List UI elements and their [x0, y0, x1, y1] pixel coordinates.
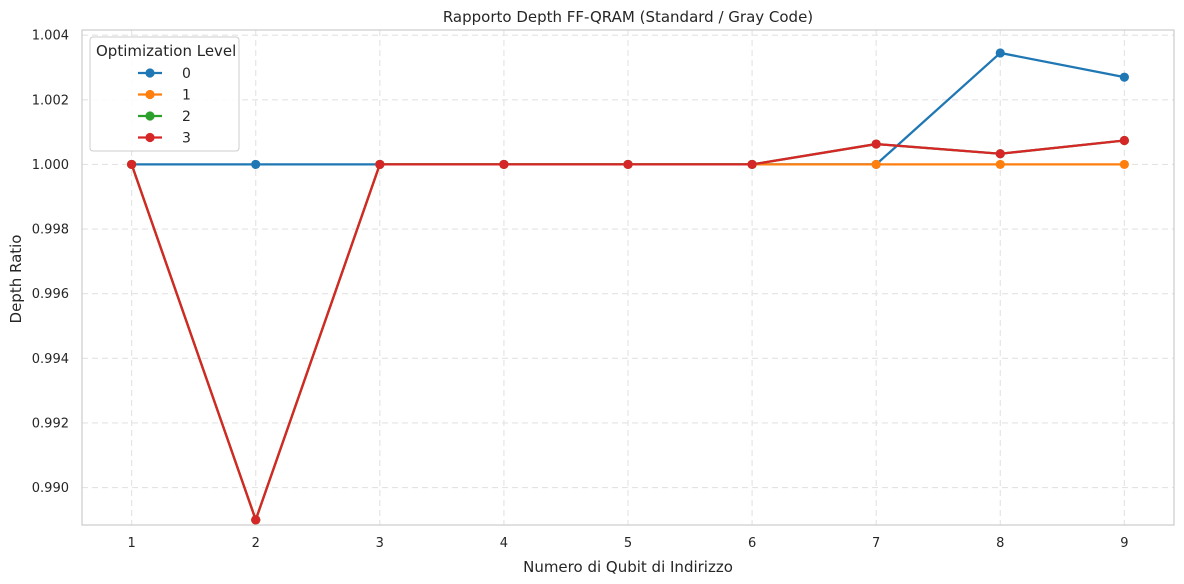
data-point: [1119, 159, 1129, 170]
legend-title: Optimization Level: [96, 42, 236, 60]
y-tick-label: 0.994: [32, 352, 69, 367]
x-tick-label: 1: [127, 536, 135, 551]
y-tick-label: 1.000: [32, 158, 69, 173]
data-point: [499, 159, 509, 170]
x-tick-label: 7: [872, 536, 880, 551]
y-tick-label: 0.992: [32, 416, 69, 431]
data-point: [1119, 135, 1129, 146]
legend-marker: [145, 111, 155, 121]
y-tick-label: 1.002: [32, 93, 69, 108]
legend-label: 1: [182, 88, 191, 104]
x-tick-label: 2: [252, 536, 260, 551]
legend-entries: 0 1 2 3: [138, 66, 191, 147]
plot-frame: [81, 29, 1175, 526]
legend-entry: 3: [138, 131, 191, 147]
data-point: [251, 515, 261, 525]
data-point: [747, 159, 757, 170]
data-point: [995, 48, 1005, 58]
legend-label: 2: [182, 109, 191, 125]
data-point: [375, 159, 385, 170]
legend: Optimization Level 0 1 2 3: [89, 36, 240, 152]
x-tick-label: 9: [1120, 536, 1128, 551]
y-tick-label: 1.004: [32, 29, 69, 44]
x-tick-label: 4: [500, 536, 508, 551]
legend-entry: 2: [138, 109, 191, 125]
legend-marker: [145, 68, 155, 78]
data-point: [995, 149, 1005, 159]
x-tick-label: 5: [624, 536, 632, 551]
legend-box: [89, 36, 240, 152]
legend-entry: 0: [138, 66, 191, 82]
grid: [82, 30, 1174, 525]
x-axis: 1 2 3 4 5 6 7 8 9: [127, 536, 1128, 551]
y-tick-label: 0.990: [32, 481, 69, 496]
x-tick-label: 8: [996, 536, 1004, 551]
data-point: [995, 159, 1005, 170]
series-layer: [127, 48, 1129, 525]
legend-label: 3: [182, 131, 191, 147]
y-tick-label: 0.998: [32, 223, 69, 238]
x-axis-title: Numero di Qubit di Indirizzo: [523, 558, 733, 576]
data-point: [871, 159, 881, 170]
legend-marker: [145, 89, 155, 100]
x-tick-label: 6: [748, 536, 756, 551]
y-axis: 0.990 0.992 0.994 0.996 0.998 1.000 1.002 1.004: [32, 29, 69, 496]
y-tick-label: 0.996: [32, 287, 69, 302]
x-tick-label: 3: [376, 536, 384, 551]
data-point: [871, 139, 881, 149]
data-point: [251, 159, 261, 170]
legend-entry: 1: [138, 88, 191, 104]
data-point: [127, 159, 137, 170]
series-3: [127, 135, 1129, 525]
chart-title: Rapporto Depth FF-QRAM (Standard / Gray …: [443, 8, 813, 26]
data-point: [1119, 72, 1129, 82]
legend-marker: [145, 132, 155, 143]
legend-label: 0: [182, 66, 191, 82]
data-point: [623, 159, 633, 170]
y-axis-title: Depth Ratio: [7, 235, 25, 324]
